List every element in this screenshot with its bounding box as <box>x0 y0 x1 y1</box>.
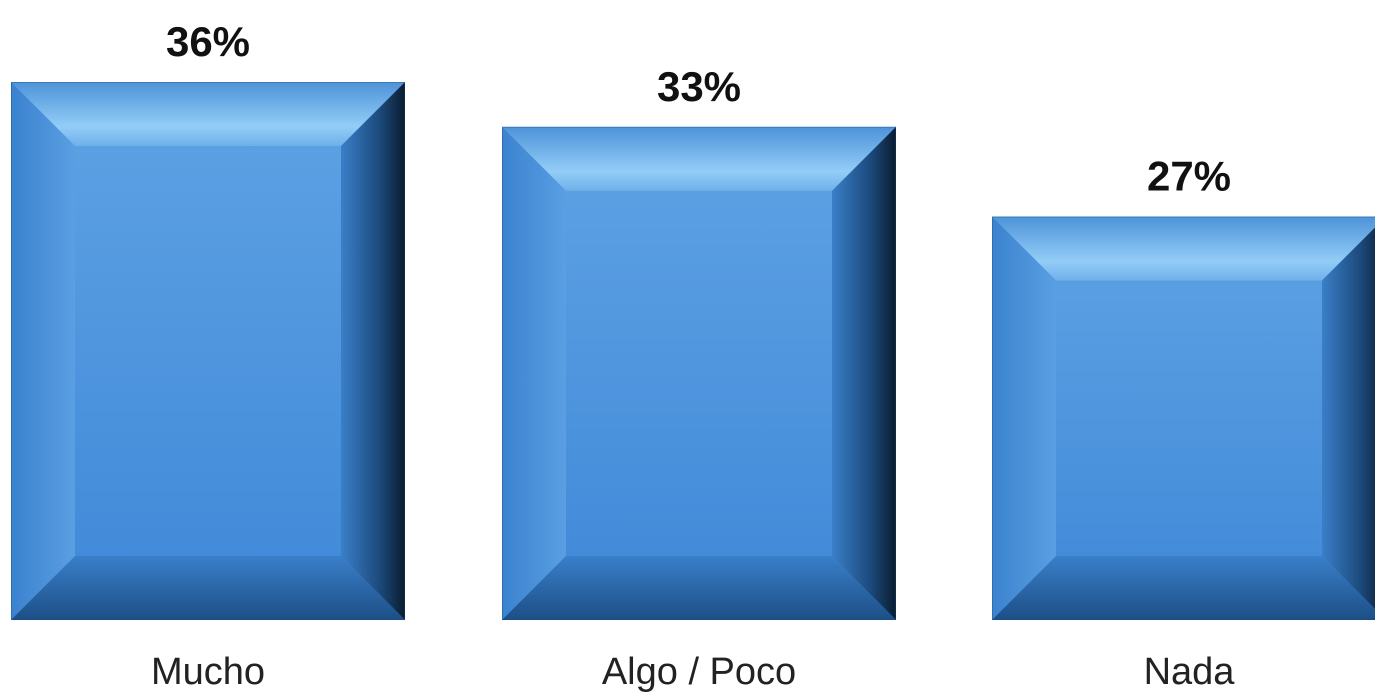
bar-bevel-top <box>992 216 1375 281</box>
bar-outline <box>992 216 1375 620</box>
bar-outline <box>11 82 405 620</box>
data-label: 36% <box>166 18 250 65</box>
bar-bevel-bottom <box>992 556 1375 620</box>
category-label: Nada <box>1144 651 1236 693</box>
category-label: Mucho <box>151 651 265 693</box>
bar-3 <box>992 216 1375 620</box>
bar-bevel-right <box>832 126 896 620</box>
bar-bevel-bottom <box>11 556 405 620</box>
bar-bevel-top <box>11 82 405 146</box>
bar-1 <box>11 82 405 620</box>
data-label: 33% <box>657 63 741 110</box>
data-label: 27% <box>1147 153 1231 200</box>
bar-bevel-right <box>1322 227 1375 609</box>
bar-face <box>502 126 896 620</box>
bar-2 <box>502 126 896 620</box>
bar-outline <box>502 126 896 620</box>
category-label: Algo / Poco <box>602 651 796 693</box>
bar-bevel-left <box>11 82 75 620</box>
labels-layer: 36% Mucho 33% Algo / Poco 27% Nada <box>151 18 1235 693</box>
bars-layer <box>11 82 1375 620</box>
bar-bevel-bottom <box>502 556 896 620</box>
bar-bevel-right <box>341 82 405 620</box>
bar-bevel-top <box>502 126 896 191</box>
bar-bevel-left <box>502 126 566 620</box>
bar-bevel-left <box>992 216 1056 620</box>
bar-face <box>11 82 405 620</box>
